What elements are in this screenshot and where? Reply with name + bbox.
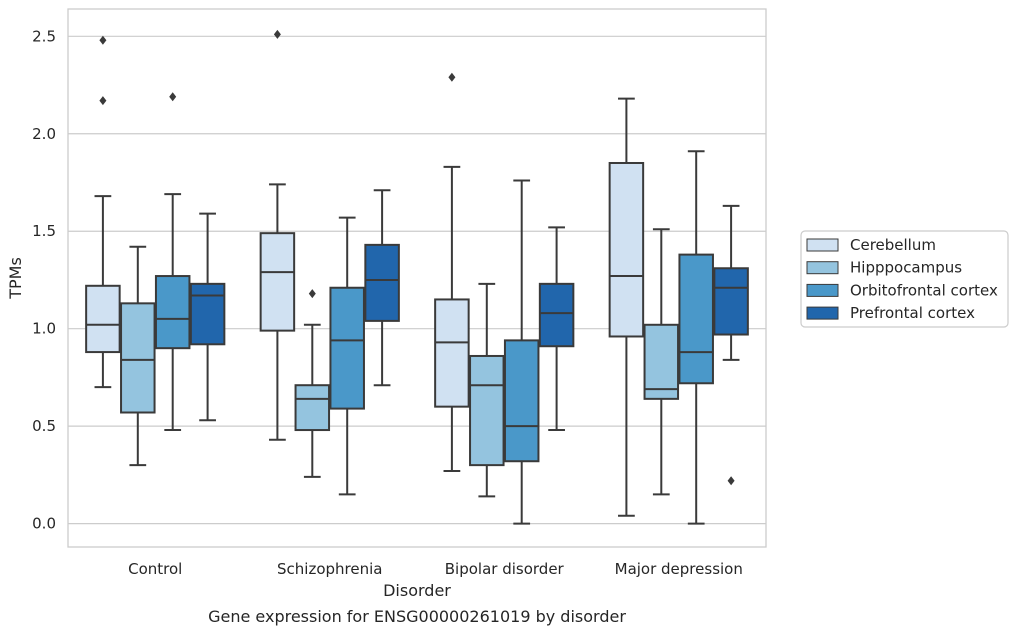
outlier-point (99, 96, 107, 106)
box-iqr (434, 298, 470, 408)
boxes-layer (85, 29, 749, 525)
box-1-3 (643, 228, 680, 496)
y-tick-label: 1.0 (32, 320, 56, 338)
box-iqr (713, 267, 749, 336)
box-2-3 (678, 150, 714, 525)
box-iqr (364, 243, 400, 322)
box-3-3 (713, 204, 749, 486)
x-tick-label: Control (128, 560, 182, 578)
box-iqr (294, 384, 331, 432)
chart-caption: Gene expression for ENSG00000261019 by d… (208, 607, 626, 626)
x-tick-label: Bipolar disorder (445, 560, 565, 578)
box-3-0 (189, 212, 226, 422)
legend-swatch (806, 261, 839, 275)
legend-label: Cerebellum (850, 236, 936, 254)
outlier-point (308, 289, 316, 299)
y-tick-label: 1.5 (32, 222, 56, 240)
y-tick-label: 0.0 (32, 515, 56, 533)
legend-frame (800, 230, 1009, 328)
plot-frame (67, 8, 767, 548)
y-tick-labels: 0.0 0.5 1.0 1.5 2.0 2.5 (32, 27, 56, 532)
x-tick-label: Schizophrenia (277, 560, 382, 578)
outlier-point (273, 29, 281, 39)
legend-label: Hipppocampus (850, 259, 962, 277)
box-iqr (120, 302, 156, 414)
box-iqr (85, 284, 121, 354)
box-iqr (643, 323, 680, 400)
box-iqr (538, 282, 575, 348)
legend-label: Prefrontal cortex (850, 304, 975, 322)
box-0-3 (608, 97, 645, 517)
legend-label: Orbitofrontal cortex (850, 281, 998, 299)
y-axis-title: TPMs (6, 257, 25, 300)
box-1-2 (469, 282, 505, 498)
outlier-point (448, 72, 456, 82)
x-tick-labels: Control Schizophrenia Bipolar disorder Majo… (128, 560, 743, 578)
legend-swatch (806, 283, 839, 297)
legend-swatch (806, 238, 839, 252)
y-tick-label: 2.5 (32, 27, 56, 45)
legend-swatch (806, 306, 839, 320)
box-0-1 (259, 29, 296, 441)
box-iqr (189, 282, 226, 346)
y-tick-label: 2.0 (32, 125, 56, 143)
box-1-0 (120, 245, 156, 467)
y-tick-label: 0.5 (32, 417, 56, 435)
outlier-point (169, 92, 177, 102)
box-iqr (678, 253, 714, 385)
outlier-point (99, 35, 107, 45)
box-iqr (469, 354, 505, 467)
box-3-1 (364, 189, 400, 387)
box-iqr (608, 161, 645, 338)
box-iqr (259, 232, 296, 332)
box-0-2 (434, 72, 470, 472)
box-2-0 (154, 92, 191, 432)
box-0-0 (85, 35, 121, 389)
box-iqr (329, 286, 365, 410)
x-axis-title: Disorder (383, 581, 451, 600)
box-iqr (503, 339, 540, 463)
box-2-1 (329, 216, 365, 496)
outlier-point (727, 476, 735, 486)
box-iqr (154, 275, 191, 350)
legend: Cerebellum Hipppocampus Orbitofrontal cort… (800, 230, 1009, 328)
box-1-1 (294, 289, 331, 478)
x-tick-label: Major depression (615, 560, 743, 578)
box-2-2 (503, 179, 540, 525)
box-3-2 (538, 226, 575, 432)
